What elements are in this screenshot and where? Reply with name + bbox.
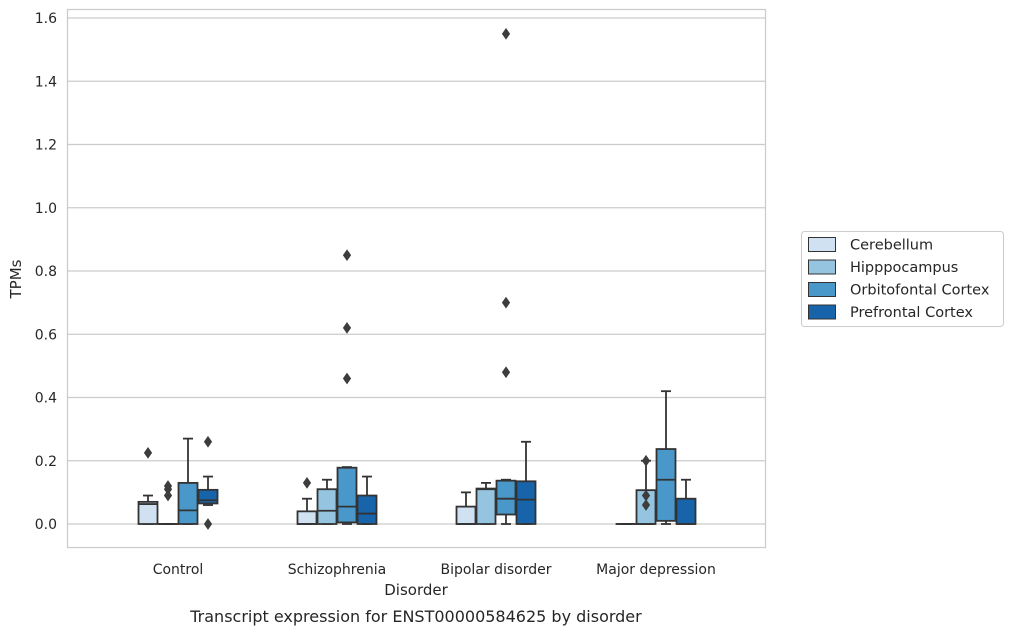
outlier-2-1-1 — [342, 322, 352, 334]
box-body-0-0 — [137, 500, 159, 525]
outlier-2-2-2 — [501, 27, 511, 40]
y-tick-label-2: 0.4 — [35, 391, 57, 407]
y-tick-label-1: 0.2 — [35, 454, 57, 470]
legend-frame — [801, 231, 1004, 327]
outlier-2-1-0 — [342, 372, 352, 385]
box-body-2-1 — [336, 466, 358, 524]
plot-frame — [66, 8, 767, 549]
legend-label-2: Orbitofontal Cortex — [850, 283, 990, 299]
box-body-2-2 — [495, 479, 517, 516]
box-2-2 — [495, 27, 517, 525]
box-3-1 — [356, 475, 378, 525]
box-body-3-2 — [515, 480, 537, 525]
legend-swatch-3 — [808, 304, 836, 320]
box-1-2 — [475, 481, 497, 525]
box-body-1-1 — [316, 488, 338, 525]
x-tick-label-2: Bipolar disorder — [440, 562, 551, 578]
outlier-1-3-2 — [641, 454, 651, 467]
box-body-3-3 — [675, 497, 697, 525]
box-3-0 — [197, 435, 219, 530]
x-tick-label-1: Schizophrenia — [288, 562, 386, 578]
legend-swatch-1 — [808, 259, 836, 275]
y-axis-label: TPMs — [7, 259, 25, 299]
box-body-0-1 — [296, 510, 318, 525]
y-tick-label-0: 0.0 — [35, 517, 57, 533]
box-0-0 — [137, 446, 159, 525]
box-body-2-3 — [655, 448, 677, 522]
plot-marks — [137, 27, 697, 530]
legend-label-0: Cerebellum — [850, 238, 933, 254]
x-tick-label-0: Control — [153, 562, 204, 578]
legend-label-1: Hipppocampus — [850, 260, 958, 276]
legend-swatch-0 — [808, 237, 836, 252]
outlier-3-0-1 — [203, 435, 213, 448]
y-tick-label-4: 0.8 — [35, 264, 57, 280]
y-tick-label-3: 0.6 — [35, 327, 57, 343]
legend-label-3: Prefrontal Cortex — [850, 305, 973, 321]
box-3-2 — [515, 440, 537, 525]
x-axis-ticks: Control Schizophrenia Bipolar disorder Majo… — [153, 562, 716, 578]
outlier-3-0-0 — [203, 518, 213, 530]
box-1-1 — [316, 478, 338, 525]
y-tick-label-5: 1.0 — [35, 201, 57, 217]
box-1-0 — [157, 480, 179, 525]
outlier-1-0-2 — [163, 480, 173, 492]
box-body-0-2 — [455, 505, 477, 525]
y-tick-label-7: 1.4 — [35, 74, 57, 90]
box-2-0 — [177, 437, 199, 525]
box-2-3 — [655, 390, 677, 525]
box-body-3-1 — [356, 494, 378, 525]
outlier-0-0-0 — [143, 446, 153, 459]
outlier-2-2-0 — [501, 366, 511, 379]
box-body-2-0 — [177, 481, 199, 525]
outlier-2-2-1 — [501, 296, 511, 309]
y-axis-ticks: 0.0 0.2 0.4 0.6 0.8 1.0 1.2 1.4 1.6 — [35, 11, 57, 533]
x-tick-label-3: Major depression — [596, 562, 716, 578]
box-body-3-0 — [197, 488, 219, 505]
y-tick-label-6: 1.2 — [35, 138, 57, 154]
box-0-2 — [455, 491, 477, 525]
box-1-3 — [635, 454, 657, 525]
outlier-1-3-0 — [641, 499, 651, 511]
y-tick-label-8: 1.6 — [35, 11, 57, 27]
box-2-1 — [336, 249, 358, 525]
box-0-1 — [296, 477, 318, 525]
box-body-1-2 — [475, 487, 497, 525]
outlier-1-3-1 — [641, 489, 651, 502]
outlier-2-1-2 — [342, 249, 352, 262]
legend-swatch-2 — [808, 282, 836, 297]
legend: Cerebellum Hipppocampus Orbitofontal Corte… — [801, 231, 1004, 327]
x-axis-label: Disorder — [384, 581, 448, 599]
outlier-1-0-0 — [163, 489, 173, 502]
chart-caption: Transcript expression for ENST0000058462… — [189, 607, 642, 626]
box-3-3 — [675, 478, 697, 525]
outlier-0-1-0 — [302, 477, 312, 489]
